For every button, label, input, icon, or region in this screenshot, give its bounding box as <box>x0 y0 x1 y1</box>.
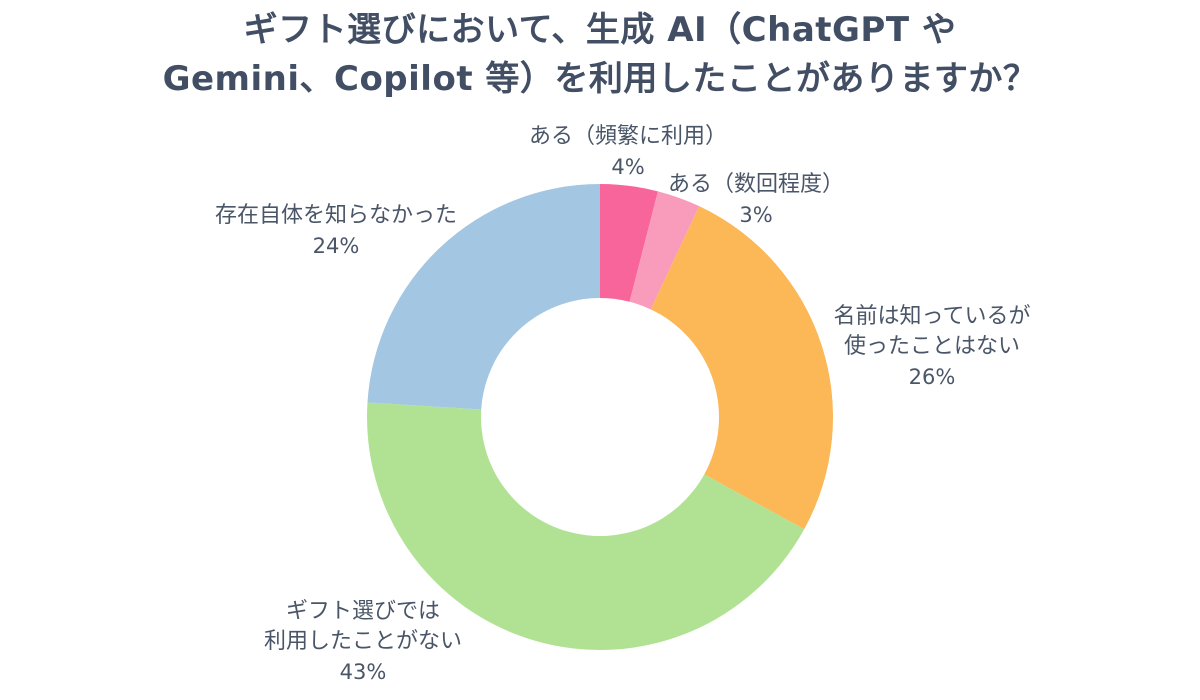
segment-label-not-used-for-gifts: ギフト選びでは 利用したことがない 43% <box>264 597 462 687</box>
donut-segment-4 <box>367 184 600 410</box>
segment-label-frequent-use: ある（頻繁に利用） 4% <box>529 122 727 182</box>
segment-label-text: ある（数回程度） <box>667 172 845 197</box>
segment-label-text: ギフト選びでは <box>285 599 441 624</box>
chart-title-line-2: Gemini、Copilot 等）を利用したことがありますか？ <box>162 59 1038 99</box>
segment-label-text: 利用したことがない <box>263 629 463 654</box>
segment-percent: 4% <box>611 155 645 179</box>
segment-label-text: ある（頻繁に利用） <box>528 124 728 149</box>
donut-segment-2 <box>650 206 833 530</box>
segment-label-text: 使ったことはない <box>843 334 1020 359</box>
segment-percent: 43% <box>339 660 387 684</box>
donut-segment-3 <box>367 402 805 650</box>
segment-label-know-name-never-used: 名前は知っているが 使ったことはない 26% <box>834 302 1031 392</box>
segment-percent: 24% <box>312 234 360 258</box>
chart-title: ギフト選びにおいて、生成 AI（ChatGPT や Gemini、Copilot… <box>0 6 1200 104</box>
chart-title-line-1: ギフト選びにおいて、生成 AI（ChatGPT や <box>243 10 957 50</box>
segment-label-text: 名前は知っているが <box>833 304 1031 329</box>
segment-label-few-times: ある（数回程度） 3% <box>668 170 844 230</box>
donut-segment-0 <box>600 184 658 302</box>
segment-label-text: 存在自体を知らなかった <box>214 203 458 228</box>
segment-label-did-not-know-existed: 存在自体を知らなかった 24% <box>215 201 457 261</box>
segment-percent: 26% <box>908 365 956 389</box>
segment-percent: 3% <box>739 203 773 227</box>
donut-segment-1 <box>629 191 700 310</box>
